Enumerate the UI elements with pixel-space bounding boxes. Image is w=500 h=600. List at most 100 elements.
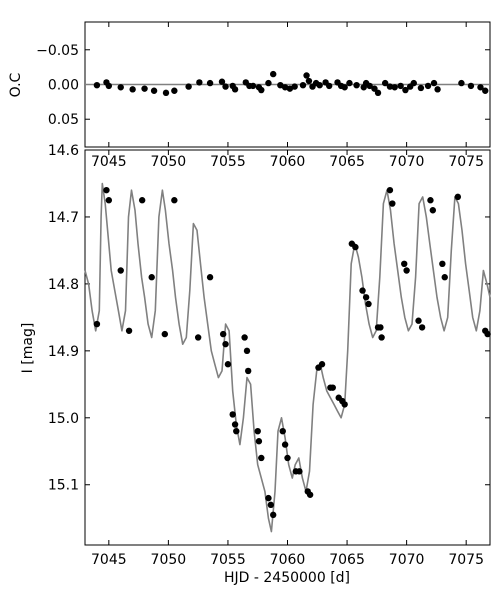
- x-tick-label-top: 7055: [210, 154, 246, 170]
- oc-point: [402, 86, 409, 94]
- oc-point: [117, 84, 124, 91]
- observation-point: [222, 340, 229, 348]
- x-tick-label: 7070: [389, 552, 425, 568]
- observation-point: [270, 511, 277, 519]
- x-tick-label: 7055: [210, 552, 246, 568]
- x-tick-label-top: 7060: [270, 154, 306, 170]
- observation-point: [243, 347, 251, 355]
- oc-point: [105, 82, 113, 90]
- observation-points: [93, 186, 491, 519]
- x-tick-label: 7075: [448, 552, 484, 568]
- y-tick-label: 14.6: [48, 143, 79, 159]
- observation-point: [403, 267, 410, 274]
- observation-point: [161, 330, 169, 338]
- oc-points: [93, 70, 489, 97]
- observation-point: [427, 197, 434, 204]
- oc-point: [467, 82, 475, 90]
- observation-point: [206, 274, 214, 281]
- observation-point: [439, 260, 446, 268]
- observation-point: [244, 367, 252, 375]
- oc-point: [397, 82, 404, 90]
- x-tick-label-top: 7075: [448, 154, 484, 170]
- y-tick-label: 15.1: [48, 478, 79, 494]
- light-curve-panel: 7045 7045 7050 7050 7055 7055 7060 7060 7065 7065…: [20, 143, 491, 586]
- oc-y-axis-label: O.C: [8, 72, 24, 97]
- observation-point: [229, 411, 236, 418]
- oc-x-ticks: [108, 22, 467, 147]
- observation-point: [258, 454, 265, 462]
- observation-point: [296, 468, 303, 475]
- x-tick-label-top: 7070: [389, 154, 425, 170]
- observation-point: [138, 197, 146, 204]
- oc-point: [299, 81, 307, 89]
- observation-point: [233, 427, 240, 435]
- oc-point: [258, 86, 265, 94]
- oc-point: [291, 83, 298, 90]
- oc-point: [93, 81, 101, 89]
- oc-point: [374, 89, 382, 97]
- observation-point: [441, 274, 448, 281]
- oc-point: [381, 79, 389, 87]
- light-curve-y-ticks: 14.6 14.7 14.8 14.9 15.0 15.1: [48, 143, 490, 494]
- observation-point: [255, 438, 263, 445]
- oc-point: [270, 70, 277, 78]
- observation-point: [484, 330, 491, 338]
- oc-point: [417, 84, 425, 92]
- y-tick-label: 14.9: [48, 344, 79, 360]
- observation-point: [401, 260, 408, 268]
- observation-point: [265, 494, 272, 502]
- oc-point: [141, 85, 148, 92]
- light-curve-plot-area: [84, 149, 491, 546]
- oc-point: [458, 79, 465, 87]
- observation-point: [194, 334, 202, 341]
- light-curve-x-ticks: 7045 7045 7050 7050 7055 7055 7060 7060 7065 7065…: [91, 150, 484, 568]
- observation-point: [231, 421, 239, 428]
- observation-point: [279, 427, 286, 435]
- oc-point: [325, 82, 333, 90]
- oc-point: [277, 81, 284, 89]
- light-curve-y-axis-label: I [mag]: [20, 323, 36, 374]
- y-tick-label: 15.0: [48, 411, 79, 427]
- oc-point: [341, 84, 348, 91]
- observation-point: [93, 320, 101, 328]
- observation-point: [284, 454, 291, 462]
- observation-point: [415, 317, 422, 324]
- observation-point: [224, 361, 232, 368]
- oc-point: [353, 81, 360, 89]
- oc-point: [129, 86, 136, 93]
- observation-point: [148, 274, 155, 281]
- oc-y-tick-label: 0.05: [48, 112, 79, 128]
- observation-point: [318, 361, 326, 368]
- model-curve-path: [84, 182, 491, 533]
- oc-y-tick-label: 0.00: [48, 78, 79, 94]
- oc-point: [424, 82, 432, 90]
- observation-point: [378, 334, 385, 341]
- oc-point: [185, 83, 192, 90]
- oc-point: [316, 81, 323, 89]
- oc-panel: −0.05 0.00 0.05 O.C: [8, 21, 491, 148]
- observation-point: [359, 287, 366, 294]
- oc-point: [206, 79, 214, 87]
- observation-point: [219, 330, 227, 338]
- observation-point: [362, 294, 370, 301]
- observation-point: [241, 334, 248, 341]
- x-tick-label-top: 7045: [91, 154, 127, 170]
- x-tick-label: 7065: [329, 552, 365, 568]
- x-tick-label: 7060: [270, 552, 306, 568]
- oc-point: [249, 82, 257, 90]
- oc-point: [305, 77, 313, 85]
- observation-point: [267, 501, 275, 509]
- oc-point: [434, 86, 441, 93]
- observation-point: [386, 186, 394, 194]
- oc-point: [391, 84, 398, 91]
- x-tick-label: 7050: [151, 552, 187, 568]
- observation-point: [171, 197, 178, 204]
- y-tick-label: 14.8: [48, 277, 79, 293]
- oc-point: [366, 82, 373, 90]
- observation-point: [306, 491, 314, 498]
- y-tick-label: 14.7: [48, 210, 79, 226]
- oc-point: [346, 79, 353, 87]
- x-tick-label-top: 7050: [151, 154, 187, 170]
- observation-point: [389, 200, 396, 207]
